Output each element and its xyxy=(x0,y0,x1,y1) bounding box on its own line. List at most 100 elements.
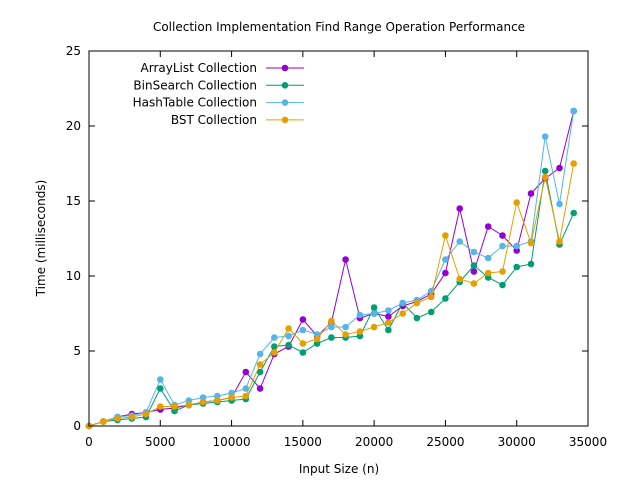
data-point xyxy=(342,323,349,331)
data-point xyxy=(142,410,150,418)
y-tick-label: 10 xyxy=(66,269,81,283)
data-point xyxy=(442,295,449,302)
data-point xyxy=(185,401,193,409)
legend-label: BinSearch Collection xyxy=(133,78,257,92)
data-point xyxy=(470,268,478,275)
legend-marker xyxy=(281,116,289,124)
data-point xyxy=(157,385,164,392)
data-point xyxy=(271,343,278,350)
data-point xyxy=(370,323,378,331)
data-point xyxy=(427,308,435,316)
data-point xyxy=(556,200,563,208)
data-point xyxy=(299,326,307,334)
data-point xyxy=(399,310,407,317)
data-point xyxy=(385,307,392,314)
y-tick-label: 20 xyxy=(66,119,81,133)
data-point xyxy=(214,397,221,404)
data-point xyxy=(242,392,250,400)
data-point xyxy=(342,331,349,338)
data-point xyxy=(271,334,278,341)
data-point xyxy=(328,334,335,341)
chart-title: Collection Implementation Find Range Ope… xyxy=(153,20,525,34)
data-point xyxy=(199,398,207,406)
data-point xyxy=(242,385,250,392)
legend-label: BST Collection xyxy=(171,113,257,127)
data-point xyxy=(556,164,563,172)
x-tick-label: 30000 xyxy=(498,435,536,449)
data-point xyxy=(285,341,292,349)
data-point xyxy=(570,209,577,217)
x-tick-label: 0 xyxy=(85,435,93,449)
series-layer xyxy=(85,107,577,430)
legend-marker xyxy=(281,99,289,106)
data-point xyxy=(271,349,278,356)
x-tick-label: 15000 xyxy=(284,435,322,449)
data-point xyxy=(299,349,307,356)
data-point xyxy=(356,311,364,319)
data-point xyxy=(513,263,520,271)
data-point xyxy=(356,328,364,335)
data-point xyxy=(256,385,264,392)
data-point xyxy=(370,310,378,317)
data-point xyxy=(470,248,478,256)
legend-item-3: BST Collection xyxy=(171,113,304,127)
data-point xyxy=(157,403,164,410)
data-point xyxy=(328,323,335,331)
data-point xyxy=(171,403,178,410)
data-point xyxy=(242,368,250,376)
data-point xyxy=(385,319,392,326)
data-point xyxy=(456,205,464,212)
data-point xyxy=(385,326,392,334)
data-point xyxy=(427,293,435,301)
x-axis-label: Input Size (n) xyxy=(299,462,379,476)
data-point xyxy=(499,268,506,275)
legend: ArrayList Collection BinSearch Collection… xyxy=(133,61,304,127)
data-point xyxy=(541,167,549,175)
data-point xyxy=(499,281,506,289)
data-point xyxy=(442,269,449,277)
data-point xyxy=(470,280,478,287)
data-point xyxy=(413,314,421,322)
legend-item-2: HashTable Collection xyxy=(133,96,304,110)
data-point xyxy=(527,260,535,268)
axes-layer: 0 5000 10000 15000 20000 25000 30000 35000 0 5 10 1… xyxy=(66,44,607,449)
data-point xyxy=(256,350,264,358)
x-tick-label: 5000 xyxy=(145,435,176,449)
x-tick-label: 10000 xyxy=(212,435,250,449)
series-3 xyxy=(85,160,577,430)
data-point xyxy=(100,418,107,425)
data-point xyxy=(442,232,449,239)
x-tick-label: 35000 xyxy=(569,435,607,449)
data-point xyxy=(499,232,506,239)
data-point xyxy=(128,413,136,421)
x-tick-label: 20000 xyxy=(355,435,393,449)
data-point xyxy=(513,242,520,250)
y-tick-label: 5 xyxy=(73,344,81,358)
data-point xyxy=(370,304,378,311)
data-point xyxy=(527,239,535,247)
legend-marker xyxy=(281,82,289,89)
y-tick-label: 0 xyxy=(73,419,81,433)
legend-item-1: BinSearch Collection xyxy=(133,78,304,92)
data-point xyxy=(256,361,264,368)
data-point xyxy=(256,368,264,376)
data-point xyxy=(484,254,492,262)
plot-frame xyxy=(88,50,589,427)
y-tick-label: 15 xyxy=(66,194,81,208)
data-point xyxy=(484,269,492,277)
data-point xyxy=(470,262,478,269)
data-point xyxy=(299,340,307,347)
data-point xyxy=(299,316,307,323)
data-point xyxy=(228,394,235,401)
data-point xyxy=(285,332,292,340)
data-point xyxy=(114,415,121,422)
data-point xyxy=(541,173,549,181)
data-point xyxy=(413,299,421,307)
data-point xyxy=(499,242,506,250)
data-point xyxy=(513,199,520,206)
data-point xyxy=(285,325,292,332)
legend-marker xyxy=(281,64,289,72)
data-point xyxy=(399,299,407,307)
data-point xyxy=(313,335,321,343)
